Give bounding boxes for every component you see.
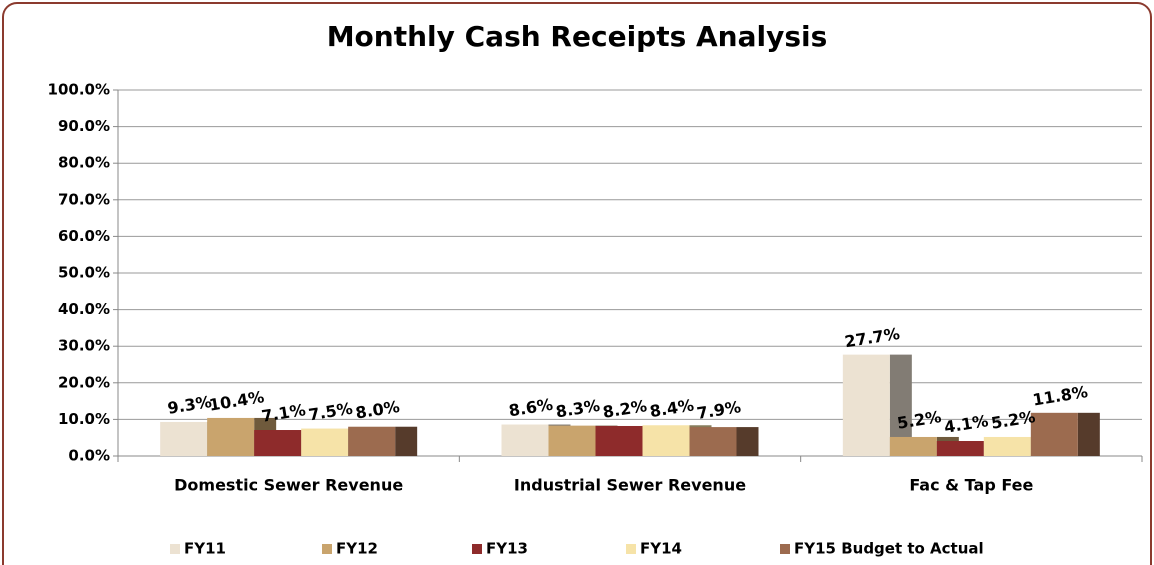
y-tick-label: 60.0% <box>58 227 110 245</box>
bar <box>689 427 737 456</box>
y-tick-label: 20.0% <box>58 373 110 391</box>
legend-swatch <box>170 544 180 554</box>
legend-label: FY14 <box>640 540 682 558</box>
y-tick-label: 100.0% <box>48 81 110 99</box>
bar-side <box>1077 412 1100 456</box>
bar <box>936 440 984 456</box>
legend-swatch <box>780 544 790 554</box>
legend-label: FY11 <box>184 540 226 558</box>
bar <box>548 425 596 456</box>
bar-side <box>395 426 418 456</box>
y-tick-label: 40.0% <box>58 300 110 318</box>
legend-swatch <box>626 544 636 554</box>
legend-label: FY13 <box>486 540 528 558</box>
y-tick-label: 50.0% <box>58 264 110 282</box>
y-tick-label: 70.0% <box>58 190 110 208</box>
legend-swatch <box>322 544 332 554</box>
bar <box>254 430 302 456</box>
bar-side <box>889 354 912 456</box>
y-tick-label: 0.0% <box>68 447 110 465</box>
bar <box>642 425 690 456</box>
y-tick-label: 90.0% <box>58 117 110 135</box>
x-tick-label: Domestic Sewer Revenue <box>174 476 403 495</box>
bar <box>1030 412 1078 456</box>
legend-swatch <box>472 544 482 554</box>
bar <box>301 428 349 456</box>
bar <box>348 426 396 456</box>
legend-label: FY12 <box>336 540 378 558</box>
bar <box>889 436 937 456</box>
bar <box>983 436 1031 456</box>
y-tick-label: 10.0% <box>58 410 110 428</box>
bar <box>160 421 208 456</box>
x-tick-label: Fac & Tap Fee <box>909 476 1033 495</box>
bar <box>595 425 643 456</box>
bar <box>842 354 890 456</box>
bar <box>501 424 549 456</box>
legend-label: FY15 Budget to Actual <box>794 540 984 558</box>
chart-title: Monthly Cash Receipts Analysis <box>327 20 828 53</box>
bar <box>207 417 255 456</box>
y-tick-label: 30.0% <box>58 337 110 355</box>
y-tick-label: 80.0% <box>58 154 110 172</box>
bar-side <box>736 427 759 456</box>
x-tick-label: Industrial Sewer Revenue <box>514 476 746 495</box>
